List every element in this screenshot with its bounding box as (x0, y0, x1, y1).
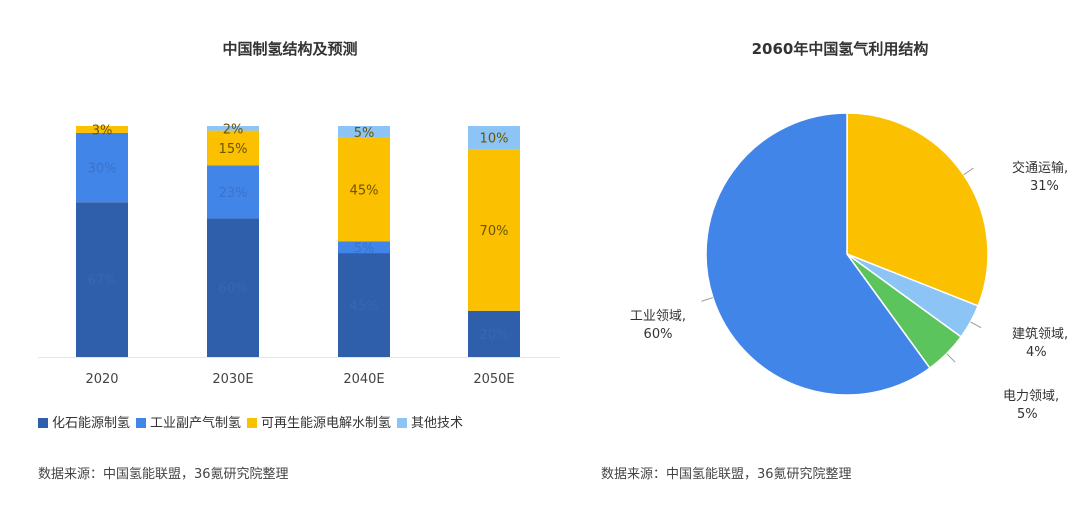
bar-legend: 化石能源制氢 工业副产气制氢 可再生能源电解水制氢 其他技术 (38, 412, 463, 431)
bar-segment (207, 165, 259, 219)
pie-label: 工业领域, (630, 309, 686, 324)
bar-data-label: 45% (350, 184, 379, 199)
legend-item: 化石能源制氢 (38, 412, 130, 431)
bar-segment (338, 241, 390, 254)
bar-segment (468, 149, 520, 311)
bar-data-label: 2% (223, 122, 244, 137)
bar-data-label: 60% (219, 282, 248, 297)
bar-data-label: 5% (354, 241, 375, 256)
pie-label: 建筑领域, (1012, 326, 1068, 342)
pie-label: 电力领域, (1003, 389, 1059, 404)
legend-label: 化石能源制氢 (52, 416, 131, 431)
bar-segment (338, 126, 390, 138)
pie-chart-title: 2060年中国氢气利用结构 (751, 40, 929, 58)
pie-source-note: 数据来源：中国氢能联盟，36氪研究院整理 (601, 467, 852, 482)
x-tick-label: 2050E (473, 372, 514, 387)
bar-data-label: 45% (350, 299, 379, 314)
bar-segment (207, 218, 259, 357)
pie-leader-line (946, 353, 956, 363)
legend-label: 工业副产气制氢 (150, 416, 242, 431)
legend-item: 其他技术 (397, 412, 463, 431)
pie-value: 4% (1026, 345, 1047, 360)
bar-data-label: 10% (480, 132, 509, 147)
legend-item: 可再生能源电解水制氢 (247, 412, 391, 431)
bar-data-label: 15% (219, 142, 248, 157)
pie-leader-line (970, 321, 982, 329)
bar-segment (468, 310, 520, 357)
bar-segment (468, 126, 520, 150)
bar-data-label: 70% (480, 224, 509, 239)
bar-data-label: 30% (88, 162, 117, 177)
legend-item: 工业副产气制氢 (136, 412, 241, 431)
bar-source-note: 数据来源：中国氢能联盟，36氪研究院整理 (38, 467, 289, 482)
pie-value: 5% (1017, 407, 1038, 422)
legend-swatch (247, 418, 258, 428)
pie-label: 交通运输, (1012, 160, 1068, 176)
pie-leader-line (963, 167, 974, 176)
bar-data-label: 3% (92, 123, 113, 138)
legend-label: 其他技术 (411, 416, 464, 431)
legend-swatch (136, 418, 147, 428)
x-tick-label: 2030E (212, 372, 253, 387)
bar-segment (338, 137, 390, 242)
bar-segment (207, 126, 259, 131)
legend-label: 可再生能源电解水制氢 (261, 416, 392, 431)
legend-swatch (38, 418, 48, 428)
bar-data-label: 5% (354, 126, 375, 141)
pie-value: 60% (644, 327, 673, 342)
bar-data-label: 23% (219, 186, 248, 201)
x-tick-label: 2020 (85, 372, 118, 387)
bar-data-label: 67% (88, 274, 117, 289)
bar-segment (207, 130, 259, 166)
bar-segment (76, 132, 128, 203)
pie-leader-line (701, 297, 714, 302)
bar-segment (338, 253, 390, 357)
bar-segment (76, 126, 128, 133)
pie-value: 31% (1030, 179, 1059, 194)
bar-data-label: 20% (480, 328, 509, 343)
x-tick-label: 2040E (343, 372, 384, 387)
bar-segment (76, 202, 128, 357)
legend-swatch (397, 418, 408, 428)
bar-chart-title: 中国制氢结构及预测 (222, 40, 358, 58)
